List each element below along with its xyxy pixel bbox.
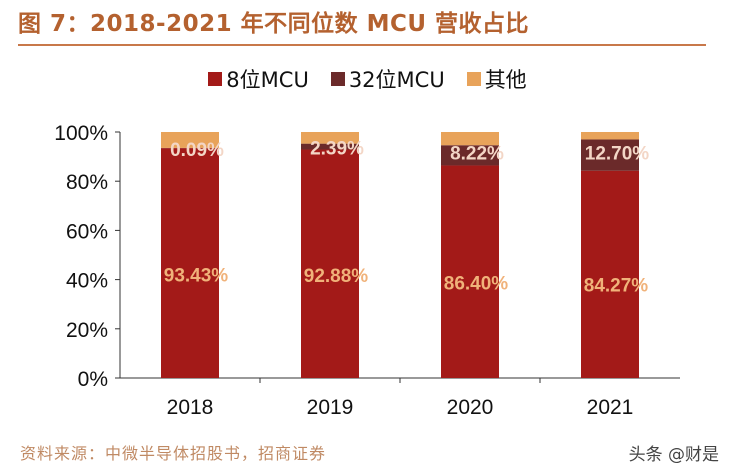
data-label-8bit: 93.43% [164, 266, 229, 287]
legend-swatch-other [466, 72, 481, 86]
legend-swatch-32bit [330, 72, 345, 86]
legend-item-other: 其他 [466, 64, 527, 94]
legend-label-32bit: 32位MCU [348, 68, 445, 92]
y-tick-label: 60% [66, 220, 108, 243]
bar-segment [301, 149, 359, 378]
x-tick-label: 2021 [587, 396, 634, 419]
bar-segment [301, 143, 359, 150]
legend-label-other: 其他 [484, 68, 527, 92]
bar-segment [161, 132, 219, 148]
legend-item-8bit: 8位MCU [208, 64, 309, 94]
bar-segment [441, 132, 499, 146]
data-label-32bit: 12.70% [585, 144, 650, 165]
chart-bars [161, 132, 639, 378]
y-tick-label: 0% [78, 368, 108, 391]
stacked-bar-chart: 0% 20% 40% 60% 80% 100% 2018 2019 2020 2021 93.43… [54, 122, 680, 419]
data-label-8bit: 84.27% [584, 276, 649, 297]
bar-segment [581, 132, 639, 140]
x-tick-label: 2018 [167, 396, 214, 419]
y-tick-label: 100% [54, 122, 108, 145]
title-divider [18, 44, 706, 46]
chart-legend: 8位MCU 32位MCU 其他 [0, 64, 735, 94]
bar-segment [581, 139, 639, 171]
bar-segment [161, 148, 219, 378]
legend-swatch-8bit [208, 72, 223, 86]
bar-segment [301, 132, 359, 144]
chart-axes: 0% 20% 40% 60% 80% 100% 2018 2019 2020 2021 [54, 122, 680, 419]
bar-segment [441, 165, 499, 378]
bar-segment [441, 145, 499, 166]
x-tick-label: 2019 [307, 396, 354, 419]
data-label-32bit: 2.39% [310, 139, 364, 160]
y-tick-label: 80% [66, 171, 108, 194]
data-label-8bit: 92.88% [304, 266, 369, 287]
x-tick-label: 2020 [447, 396, 494, 419]
watermark: 头条 @财是 [628, 445, 719, 465]
data-label-8bit: 86.40% [444, 273, 509, 294]
legend-item-32bit: 32位MCU [330, 64, 445, 94]
chart-title: 图 7：2018-2021 年不同位数 MCU 营收占比 [18, 11, 530, 37]
y-tick-label: 20% [66, 319, 108, 342]
y-tick-label: 40% [66, 270, 108, 293]
legend-label-8bit: 8位MCU [226, 68, 309, 92]
data-label-32bit: 0.09% [170, 140, 224, 161]
bar-segment [581, 170, 639, 378]
chart-data-labels: 93.43% 0.09% 92.88% 2.39% 86.40% 8.22% 84.27% 1… [164, 139, 650, 297]
source-note: 资料来源：中微半导体招股书，招商证券 [20, 444, 327, 463]
data-label-32bit: 8.22% [450, 144, 504, 165]
